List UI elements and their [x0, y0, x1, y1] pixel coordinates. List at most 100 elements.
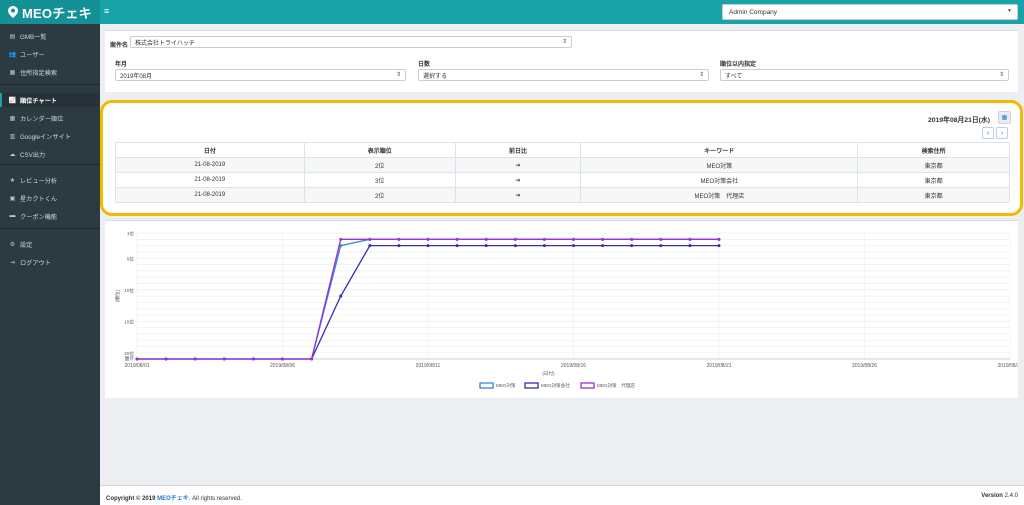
data-point [630, 237, 634, 241]
data-point [659, 237, 663, 241]
rank-limit-select[interactable]: すべて ⇕ [720, 69, 1009, 81]
sidebar-item[interactable]: ▬ クーポン機能 [0, 209, 100, 223]
sidebar: ▤ GMB一覧 👥 ユーザー ▦ 住所指定検索 📈 順位チャート ▦ カレンダー順位 ▥ Google… [0, 24, 100, 505]
days-select[interactable]: 選択する ⇕ [418, 69, 709, 81]
cell-date: 21-08-2019 [115, 172, 305, 188]
sidebar-item[interactable]: 👥 ユーザー [0, 47, 100, 61]
calendar-icon: ▦ [9, 115, 16, 122]
chevron-down-icon: ▼ [1007, 8, 1012, 14]
sidebar-item[interactable]: ⇥ ログアウト [0, 255, 100, 269]
data-point [164, 357, 168, 361]
sidebar-item-label: レビュー分析 [20, 177, 58, 185]
data-point [397, 244, 401, 248]
sidebar-item[interactable]: ⚙ 設定 [0, 237, 100, 251]
select-arrows-icon: ⇕ [698, 72, 704, 78]
sidebar-item[interactable]: ▦ カレンダー順位 [0, 111, 100, 125]
column-header: 検索住所 [857, 142, 1010, 158]
copyright-prefix: Copyright © 2019 [106, 496, 158, 502]
logout-icon: ⇥ [9, 259, 16, 266]
brand-name: MEOチェキ [22, 5, 92, 21]
line-chart-icon: 📈 [8, 97, 17, 104]
copyright-suffix: . All rights reserved. [188, 496, 242, 502]
project-select-value: 株式会社トライハッチ [135, 40, 195, 47]
cell-address: 東京都 [857, 187, 1010, 203]
y-tick-label: 20位 [124, 350, 134, 356]
sidebar-item[interactable]: ▥ Googleインサイト [0, 129, 100, 143]
cloud-download-icon: ☁ [9, 151, 16, 158]
x-tick-label: 2019/08/11 [416, 363, 441, 369]
legend-label: MEO対策 代理店 [597, 382, 635, 389]
sidebar-item[interactable]: ▤ GMB一覧 [0, 29, 100, 43]
data-point [484, 237, 488, 241]
store-icon: ▤ [9, 33, 16, 40]
copyright-text: Copyright © 2019 MEOチェキ. All rights rese… [106, 493, 242, 502]
menu-toggle-icon[interactable]: ≡ [104, 6, 110, 16]
ticket-icon: ▬ [9, 213, 16, 219]
cell-keyword: MEO対策会社 [580, 172, 859, 188]
legend-label: MEO対策会社 [541, 382, 570, 389]
cell-keyword: MEO対策 代理店 [580, 187, 859, 203]
data-point [222, 357, 226, 361]
brand-logo[interactable]: MEOチェキ [0, 0, 100, 24]
next-day-button[interactable]: › [996, 127, 1008, 139]
cell-rank: 2位 [303, 187, 456, 203]
copyright-brand-link[interactable]: MEOチェキ [157, 496, 189, 502]
data-point [484, 244, 488, 248]
company-select[interactable]: Admin Company ▼ [722, 4, 1018, 20]
data-point [339, 294, 343, 298]
sidebar-divider [0, 164, 100, 165]
sidebar-item-label: ログアウト [20, 259, 51, 267]
filter-panel: 案件名 株式会社トライハッチ ⇕ 年月 2019年08月 ⇕ 日数 選択する ⇕… [105, 30, 1018, 92]
version-text: Version 2.4.0 [981, 493, 1018, 499]
column-header: 前日比 [454, 142, 582, 158]
sidebar-item[interactable]: ★ レビュー分析 [0, 173, 100, 187]
column-header: 日付 [115, 142, 305, 158]
chevron-left-icon: ‹ [986, 129, 990, 137]
sidebar-item-label: クーポン機能 [20, 213, 58, 221]
sidebar-item-label: 住所指定検索 [20, 69, 58, 77]
data-point [426, 237, 430, 241]
gear-icon: ⚙ [9, 241, 16, 248]
sidebar-item[interactable]: 📈 順位チャート [0, 93, 100, 107]
data-point [601, 244, 605, 248]
data-point [281, 357, 284, 361]
cell-change: ➔ [454, 172, 582, 188]
calendar-icon[interactable]: ▦ [998, 111, 1011, 124]
table-row: 21-08-2019 3位 ➔ MEO対策会社 東京都 [115, 172, 1010, 188]
cell-address: 東京都 [857, 172, 1010, 188]
data-point [659, 244, 663, 248]
project-label: 案件名 [110, 43, 129, 49]
bar-chart-icon: ▥ [9, 133, 16, 140]
legend-swatch [524, 382, 539, 389]
sidebar-item-label: 設定 [20, 241, 33, 249]
days-label: 日数 [418, 62, 431, 68]
sidebar-item-label: GMB一覧 [20, 33, 47, 41]
sidebar-item[interactable]: ▦ 住所指定検索 [0, 65, 100, 79]
data-point [542, 244, 546, 248]
version-label: Version [981, 493, 1003, 499]
map-pin-icon [8, 6, 18, 18]
y-tick-label: 10位 [124, 287, 134, 293]
data-point [368, 244, 372, 248]
top-navbar: MEOチェキ ≡ Admin Company ▼ [0, 0, 1024, 24]
cell-date: 21-08-2019 [115, 157, 305, 173]
sidebar-item-label: 順位チャート [20, 97, 58, 105]
sidebar-item[interactable]: ▣ 星カクトくん [0, 191, 100, 205]
ranking-date-title: 2019年08月21日(水) [928, 117, 990, 124]
cell-rank: 2位 [303, 157, 456, 173]
prev-day-button[interactable]: ‹ [982, 127, 994, 139]
x-tick-label: 2019/08/26 [852, 363, 877, 369]
sidebar-item[interactable]: ☁ CSV出力 [0, 147, 100, 161]
cell-keyword: MEO対策 [580, 157, 859, 173]
users-icon: 👥 [8, 51, 17, 58]
footer: Copyright © 2019 MEOチェキ. All rights rese… [100, 485, 1024, 505]
select-arrows-icon: ⇕ [395, 72, 401, 78]
sidebar-item-label: CSV出力 [20, 151, 46, 159]
select-arrows-icon: ⇕ [998, 72, 1004, 78]
project-select[interactable]: 株式会社トライハッチ ⇕ [130, 36, 572, 48]
ranking-table-panel: 2019年08月21日(水) ▦ ‹ › 日付 表示順位 前日比 キーワード 検… [100, 100, 1023, 216]
month-select-value: 2019年08月 [120, 73, 153, 80]
data-point [455, 237, 459, 241]
month-select[interactable]: 2019年08月 ⇕ [115, 69, 406, 81]
month-label: 年月 [115, 62, 128, 68]
